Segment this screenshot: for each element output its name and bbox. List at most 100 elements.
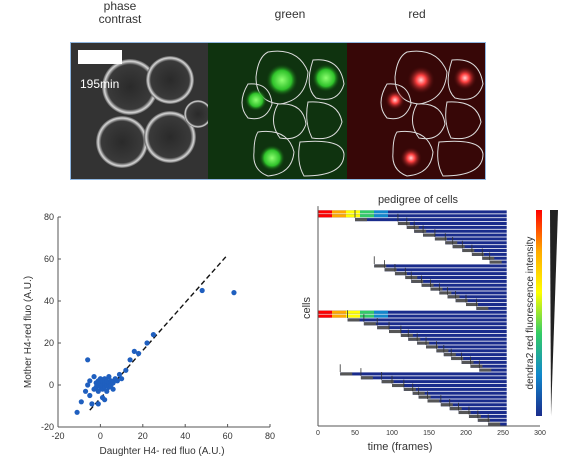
scatter-point <box>74 409 80 415</box>
cell-birth-segment <box>381 380 394 384</box>
cell-birth-segment <box>397 221 410 226</box>
cell-lineage-bar <box>436 349 507 353</box>
cell-lineage-bar <box>476 306 507 310</box>
scatter-point <box>102 397 108 403</box>
x-tick-label: 200 <box>460 430 472 437</box>
cell-lineage-bar <box>406 225 507 229</box>
cell-lineage-bar <box>397 221 507 226</box>
scatter-point <box>95 401 101 407</box>
scatter-point <box>104 388 110 394</box>
y-tick-label: 0 <box>49 380 54 390</box>
cell-lineage-bar <box>400 333 507 337</box>
cell-lineage-bar <box>411 279 507 283</box>
cell-birth-segment <box>470 364 483 368</box>
cell-birth-segment <box>418 395 431 399</box>
cell-lineage-bar <box>451 356 507 361</box>
cell-lineage-bar <box>449 407 507 411</box>
cell-lineage-bar <box>479 368 507 372</box>
scatter-point <box>95 388 101 394</box>
scatter-point <box>199 287 205 294</box>
x-tick-label: 150 <box>423 430 435 437</box>
cell-lineage-bar <box>458 410 507 415</box>
cell-lineage-bar <box>470 364 507 368</box>
founder-segment <box>374 214 388 218</box>
scatter-point <box>123 367 129 373</box>
cell-birth-segment <box>471 252 484 256</box>
cell-birth-segment <box>430 287 443 291</box>
founder-segment <box>318 210 332 214</box>
cell-lineage-bar <box>377 326 507 330</box>
colorbar-label: dendra2 red fluorescence intensity <box>525 237 536 390</box>
x-tick-label: 50 <box>351 430 359 437</box>
y-axis-label: cells <box>301 297 313 320</box>
x-tick-label: 0 <box>98 431 103 441</box>
cell-lineage-bar <box>439 291 507 295</box>
x-axis-label: Daughter H4- red fluo (A.U.) <box>99 446 224 457</box>
founder-segment <box>318 314 332 318</box>
cell-lineage-bar <box>482 256 507 260</box>
scatter-point <box>87 392 93 399</box>
scatter-point <box>85 382 91 388</box>
cell-lineage-bar <box>408 337 507 341</box>
phase-contrast-panel: 195min <box>70 42 212 180</box>
cell-birth-segment <box>355 218 367 222</box>
scatter-point <box>114 378 120 384</box>
cell-lineage-bar <box>318 210 507 214</box>
cell-lineage-bar <box>445 241 507 245</box>
cell-lineage-bar <box>414 229 507 233</box>
cell-lineage-bar <box>363 322 507 326</box>
pedigree-title: pedigree of cells <box>378 194 459 206</box>
cell-birth-segment <box>377 326 390 330</box>
scatter-point <box>131 348 137 354</box>
cell-lineage-bar <box>318 310 507 314</box>
cell-birth-segment <box>347 318 360 322</box>
label-red: red <box>408 7 426 21</box>
founder-segment <box>332 310 346 314</box>
founder-segment <box>346 310 360 314</box>
cell-birth-segment <box>466 302 478 307</box>
cell-lineage-bar <box>405 275 507 280</box>
scatter-point <box>82 388 89 394</box>
scatter-point <box>78 399 84 405</box>
founder-segment <box>318 214 332 218</box>
cell-birth-segment <box>434 237 447 241</box>
x-tick-label: 40 <box>180 431 190 441</box>
scatter-point <box>150 332 156 338</box>
cell-lineage-bar <box>355 218 507 222</box>
cell-lineage-bar <box>318 314 507 318</box>
founder-segment <box>346 210 360 214</box>
y-tick-label: 40 <box>44 296 54 306</box>
cell-birth-segment <box>443 353 456 357</box>
cell-lineage-bar <box>381 380 507 384</box>
scale-bar <box>78 50 122 64</box>
scatter-point <box>135 350 142 357</box>
cell-lineage-bar <box>360 376 507 380</box>
founder-segment <box>360 310 374 314</box>
cell-lineage-bar <box>389 329 507 334</box>
cell-lineage-bar <box>417 341 507 345</box>
cell-birth-segment <box>477 418 490 422</box>
colorbar-wedge <box>550 210 558 416</box>
cell-lineage-bar <box>440 403 507 407</box>
cell-birth-segment <box>414 229 427 233</box>
cell-birth-segment <box>468 414 481 418</box>
y-tick-label: 20 <box>44 338 54 348</box>
cell-birth-segment <box>447 295 460 299</box>
cell-birth-segment <box>451 356 464 361</box>
cell-birth-segment <box>426 345 439 349</box>
scatter-point <box>127 357 133 363</box>
cell-birth-segment <box>452 245 465 249</box>
cell-lineage-bar <box>455 299 507 303</box>
colorbar <box>536 210 542 416</box>
cell-birth-segment <box>489 260 502 264</box>
red-panel <box>347 42 486 180</box>
cell-birth-segment <box>392 383 404 388</box>
cell-lineage-bar <box>447 295 507 299</box>
scatter-point <box>87 378 93 384</box>
cell-birth-segment <box>488 422 501 426</box>
cell-birth-segment <box>408 337 421 341</box>
scatter-point <box>89 401 95 407</box>
label-green: green <box>274 7 306 21</box>
cell-lineage-bar <box>374 264 507 268</box>
cell-lineage-bar <box>477 418 507 422</box>
